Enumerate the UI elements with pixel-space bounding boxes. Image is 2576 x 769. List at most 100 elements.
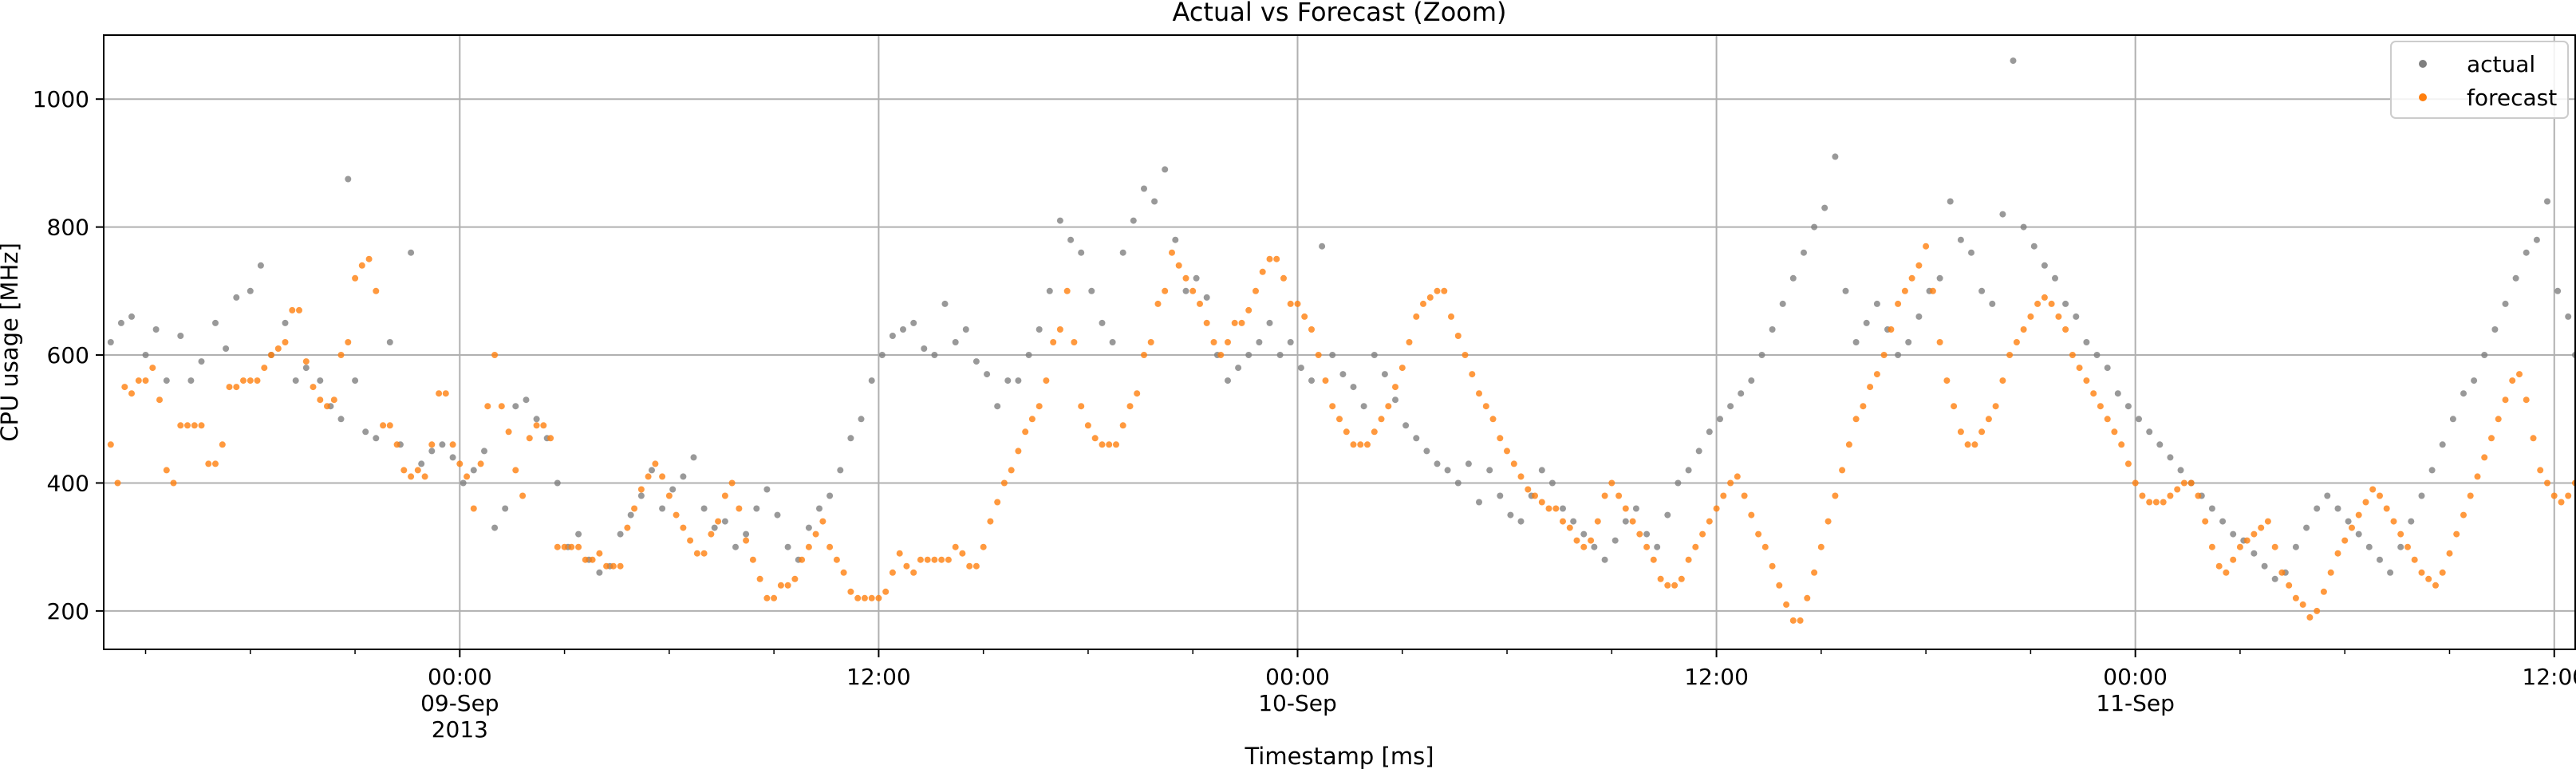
forecast-point [2314, 607, 2321, 614]
forecast-point [2362, 499, 2369, 506]
actual-point [2471, 377, 2478, 384]
forecast-point [1482, 403, 1489, 410]
actual-point [2156, 441, 2164, 448]
forecast-point [1476, 390, 1482, 397]
forecast-point [1106, 441, 1113, 448]
forecast-point [345, 339, 352, 345]
forecast-point [240, 377, 247, 384]
forecast-point [1231, 319, 1238, 326]
actual-point [1245, 352, 1252, 358]
actual-point [439, 441, 446, 448]
actual-point [2324, 492, 2331, 499]
forecast-point [1329, 403, 1336, 410]
actual-point [2114, 390, 2121, 397]
actual-point [386, 339, 393, 345]
actual-point [1056, 217, 1063, 224]
actual-point [1570, 518, 1577, 525]
forecast-point [1566, 524, 1573, 531]
forecast-point [1091, 435, 1099, 442]
forecast-point [1636, 530, 1643, 538]
forecast-point [1426, 294, 1434, 301]
forecast-point [1385, 403, 1392, 410]
forecast-point [1943, 377, 1951, 384]
forecast-point [1315, 352, 1322, 358]
actual-point [1738, 390, 1745, 397]
forecast-point [1322, 377, 1329, 384]
x-tick-label: 10-Sep [1258, 690, 1337, 716]
actual-point [1454, 479, 1462, 487]
actual-point [680, 473, 687, 480]
forecast-point [2048, 300, 2055, 307]
actual-point [774, 511, 781, 519]
actual-point [1873, 300, 1880, 307]
forecast-point [645, 473, 652, 480]
actual-point [2083, 339, 2090, 345]
actual-point [2397, 543, 2404, 550]
actual-point [152, 326, 160, 333]
actual-point [117, 319, 124, 326]
actual-point [1538, 467, 1545, 474]
actual-point [512, 403, 519, 410]
forecast-point [2390, 518, 2397, 525]
actual-point [1717, 416, 1723, 423]
x-tick-label: 12:00 [2522, 664, 2576, 690]
forecast-point [1929, 287, 1936, 294]
forecast-point [2195, 492, 2202, 499]
x-axis-label: Timestamp [ms] [1244, 743, 1434, 769]
actual-point [732, 543, 739, 550]
forecast-point [749, 556, 756, 563]
forecast-point [868, 594, 875, 601]
forecast-point [2020, 326, 2027, 333]
forecast-point [2327, 569, 2334, 576]
forecast-point [1022, 428, 1029, 436]
actual-point [2365, 543, 2373, 550]
actual-point [163, 377, 170, 384]
actual-point [1654, 543, 1661, 550]
forecast-point [561, 543, 568, 550]
forecast-point [163, 467, 170, 474]
actual-point [408, 249, 415, 256]
actual-point [2073, 313, 2080, 320]
actual-point [649, 467, 655, 474]
y-tick-label: 600 [47, 342, 89, 369]
actual-point [858, 416, 865, 423]
actual-point [994, 403, 1001, 410]
actual-point [470, 467, 477, 474]
forecast-point [1294, 300, 1301, 307]
forecast-point [1448, 313, 1454, 320]
forecast-point [1852, 416, 1860, 423]
actual-point [373, 435, 380, 442]
forecast-point [2278, 569, 2286, 576]
actual-point [575, 530, 582, 538]
forecast-point [310, 384, 317, 391]
forecast-point [791, 575, 799, 582]
forecast-point [2509, 377, 2516, 384]
actual-point [223, 345, 230, 352]
forecast-point [812, 530, 819, 538]
forecast-point [1741, 492, 1748, 499]
forecast-point [1357, 441, 1364, 448]
actual-point [257, 262, 264, 269]
forecast-point [1657, 575, 1664, 582]
forecast-point [952, 543, 959, 550]
actual-point [1497, 492, 1504, 499]
forecast-point [2377, 492, 2383, 499]
actual-point [1025, 352, 1032, 358]
forecast-point [1713, 505, 1720, 512]
actual-point [1895, 352, 1902, 358]
forecast-point [1748, 511, 1755, 519]
forecast-point [1406, 339, 1413, 345]
forecast-point [1225, 339, 1231, 345]
forecast-point [1755, 530, 1762, 538]
forecast-point [1776, 582, 1783, 589]
forecast-point [1134, 390, 1141, 397]
actual-point [1434, 460, 1441, 467]
forecast-point [1825, 518, 1832, 525]
forecast-point [609, 562, 617, 570]
actual-point [1507, 511, 1514, 519]
forecast-point [2495, 416, 2502, 423]
forecast-point [1978, 428, 1986, 436]
forecast-point [226, 384, 233, 391]
actual-point [1371, 352, 1378, 358]
actual-point [900, 326, 906, 333]
